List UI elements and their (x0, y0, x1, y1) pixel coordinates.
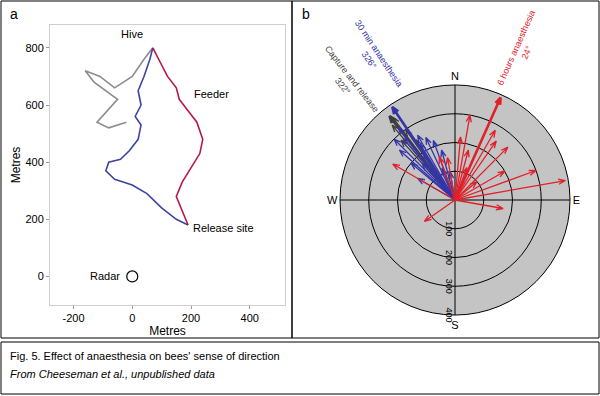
svg-text:Radar: Radar (90, 270, 120, 282)
svg-text:30 min anaesthesia326°: 30 min anaesthesia326° (343, 18, 405, 95)
svg-text:Feeder: Feeder (194, 88, 229, 100)
svg-text:Capture and release322°: Capture and release322° (314, 44, 381, 122)
svg-text:W: W (327, 194, 338, 206)
svg-text:Hive: Hive (121, 28, 143, 40)
svg-text:200: 200 (444, 250, 454, 265)
svg-text:600: 600 (25, 99, 43, 111)
svg-text:100: 100 (444, 221, 454, 236)
svg-text:0: 0 (129, 312, 135, 324)
svg-text:Metres: Metres (149, 324, 186, 338)
svg-text:6 hours anaesthesia24°: 6 hours anaesthesia24° (495, 9, 548, 92)
svg-text:400: 400 (241, 312, 259, 324)
svg-text:400: 400 (444, 307, 454, 322)
svg-text:200: 200 (25, 213, 43, 225)
svg-text:S: S (451, 319, 458, 331)
svg-text:a: a (10, 6, 18, 22)
svg-text:From Cheeseman et al., unpubli: From Cheeseman et al., unpublished data (10, 368, 215, 380)
svg-text:Fig. 5. Effect of anaesthesia: Fig. 5. Effect of anaesthesia on bees' s… (10, 350, 280, 362)
svg-text:200: 200 (182, 312, 200, 324)
svg-text:300: 300 (444, 279, 454, 294)
svg-text:Release site: Release site (193, 222, 254, 234)
svg-text:b: b (302, 6, 310, 22)
svg-text:-200: -200 (62, 312, 84, 324)
svg-text:E: E (573, 194, 580, 206)
svg-text:Metres: Metres (9, 147, 23, 184)
svg-text:400: 400 (25, 156, 43, 168)
svg-text:800: 800 (25, 42, 43, 54)
svg-text:0: 0 (38, 270, 44, 282)
svg-text:N: N (451, 70, 459, 82)
